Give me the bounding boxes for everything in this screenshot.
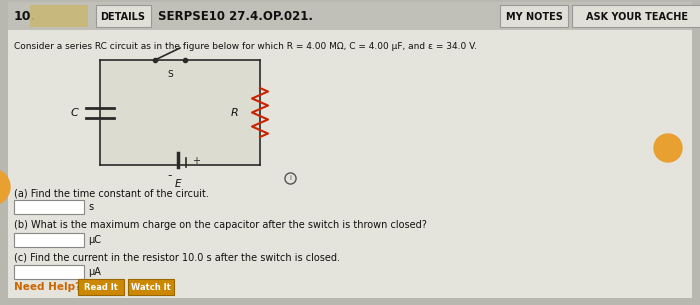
FancyBboxPatch shape <box>14 200 84 214</box>
Text: DETAILS: DETAILS <box>101 12 146 22</box>
FancyBboxPatch shape <box>8 2 692 30</box>
FancyBboxPatch shape <box>100 60 260 165</box>
FancyBboxPatch shape <box>128 279 174 295</box>
Text: Consider a series RC circuit as in the figure below for which R = 4.00 MΩ, C = 4: Consider a series RC circuit as in the f… <box>14 42 477 51</box>
FancyBboxPatch shape <box>14 233 84 247</box>
Text: 10.: 10. <box>14 10 36 23</box>
FancyBboxPatch shape <box>78 279 124 295</box>
Text: SERPSE10 27.4.OP.021.: SERPSE10 27.4.OP.021. <box>158 10 313 23</box>
Text: (c) Find the current in the resistor 10.0 s after the switch is closed.: (c) Find the current in the resistor 10.… <box>14 252 340 262</box>
Circle shape <box>654 134 682 162</box>
Text: μA: μA <box>88 267 101 277</box>
Text: S: S <box>167 70 173 79</box>
FancyBboxPatch shape <box>96 5 151 27</box>
Text: Watch It: Watch It <box>131 282 171 292</box>
FancyBboxPatch shape <box>30 5 88 27</box>
Text: MY NOTES: MY NOTES <box>505 12 562 22</box>
Text: Read It: Read It <box>84 282 118 292</box>
FancyBboxPatch shape <box>500 5 568 27</box>
Text: E: E <box>175 179 181 189</box>
Text: R: R <box>230 107 238 117</box>
Text: ASK YOUR TEACHE: ASK YOUR TEACHE <box>586 12 688 22</box>
FancyBboxPatch shape <box>8 28 692 298</box>
Text: -: - <box>168 169 172 182</box>
Text: C: C <box>70 107 78 117</box>
Text: +: + <box>192 156 200 166</box>
FancyBboxPatch shape <box>572 5 700 27</box>
Text: i: i <box>289 175 291 181</box>
Text: (b) What is the maximum charge on the capacitor after the switch is thrown close: (b) What is the maximum charge on the ca… <box>14 220 427 230</box>
FancyBboxPatch shape <box>14 265 84 279</box>
Text: (a) Find the time constant of the circuit.: (a) Find the time constant of the circui… <box>14 188 209 198</box>
Text: s: s <box>88 202 93 212</box>
Circle shape <box>0 169 10 205</box>
Text: Need Help?: Need Help? <box>14 282 81 292</box>
Text: μC: μC <box>88 235 101 245</box>
